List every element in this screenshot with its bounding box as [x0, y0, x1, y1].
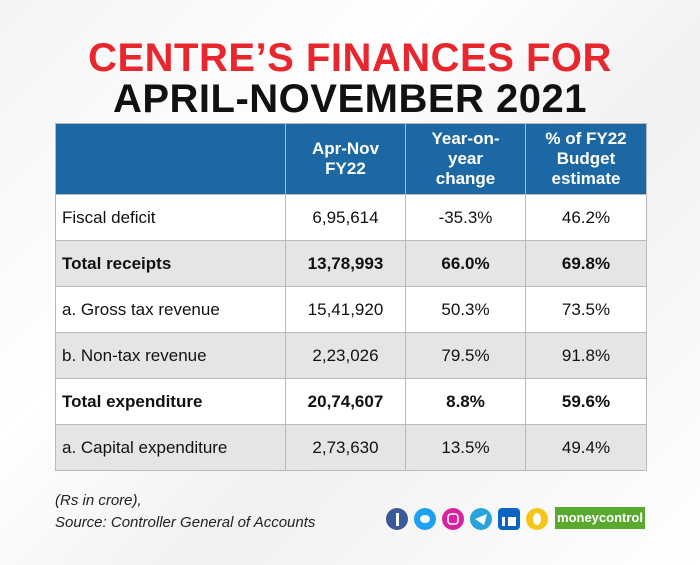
table-row: a. Gross tax revenue 15,41,920 50.3% 73.5%	[55, 286, 647, 333]
table-row: b. Non-tax revenue 2,23,026 79.5% 91.8%	[55, 332, 647, 379]
column-header	[55, 123, 286, 195]
data-table: Apr-Nov FY22 Year-on-year change% of FY22…	[55, 123, 647, 471]
table-row: Total receipts 13,78,993 66.0% 69.8%	[55, 240, 647, 287]
cell: 59.6%	[525, 378, 647, 425]
instagram-icon	[442, 508, 464, 530]
cell: 73.5%	[525, 286, 647, 333]
cell: 20,74,607	[285, 378, 406, 425]
icon-glyph	[447, 513, 459, 525]
icon-glyph	[502, 517, 505, 526]
cell: 2,23,026	[285, 332, 406, 379]
icon-glyph	[396, 513, 399, 526]
icon-glyph	[533, 513, 541, 525]
social-icons	[386, 508, 548, 530]
cell: 6,95,614	[285, 194, 406, 241]
row-label: b. Non-tax revenue	[55, 332, 286, 379]
cell: 13,78,993	[285, 240, 406, 287]
row-label: a. Capital expenditure	[55, 424, 286, 471]
footnote: Source: Controller General of Accounts	[55, 514, 316, 531]
cell: -35.3%	[405, 194, 526, 241]
cell: 15,41,920	[285, 286, 406, 333]
column-header: Year-on-year change	[405, 123, 526, 195]
cell: 13.5%	[405, 424, 526, 471]
cell: 49.4%	[525, 424, 647, 471]
cell: 8.8%	[405, 378, 526, 425]
table-row: Total expenditure 20,74,607 8.8% 59.6%	[55, 378, 647, 425]
title-line: APRIL-NOVEMBER 2021	[112, 77, 588, 121]
cell: 79.5%	[405, 332, 526, 379]
icon-glyph	[475, 514, 487, 525]
table-row: Fiscal deficit 6,95,614 -35.3% 46.2%	[55, 194, 647, 241]
cell: 69.8%	[525, 240, 647, 287]
cell: 66.0%	[405, 240, 526, 287]
cell: 91.8%	[525, 332, 647, 379]
cell: 50.3%	[405, 286, 526, 333]
column-header: % of FY22 Budget estimate	[525, 123, 647, 195]
logo: moneycontrol	[555, 507, 645, 529]
cell: 2,73,630	[285, 424, 406, 471]
icon-glyph	[420, 515, 430, 523]
cell: 46.2%	[525, 194, 647, 241]
column-header: Apr-Nov FY22	[285, 123, 406, 195]
icon-glyph	[508, 517, 516, 526]
table-row: a. Capital expenditure 2,73,630 13.5% 49.4%	[55, 424, 647, 471]
row-label: Total receipts	[55, 240, 286, 287]
footnote: (Rs in crore),	[55, 492, 142, 509]
title-line: CENTRE’S FINANCES FOR	[88, 36, 612, 80]
row-label: a. Gross tax revenue	[55, 286, 286, 333]
header-row: Apr-Nov FY22 Year-on-year change% of FY22…	[55, 123, 647, 195]
row-label: Total expenditure	[55, 378, 286, 425]
row-label: Fiscal deficit	[55, 194, 286, 241]
